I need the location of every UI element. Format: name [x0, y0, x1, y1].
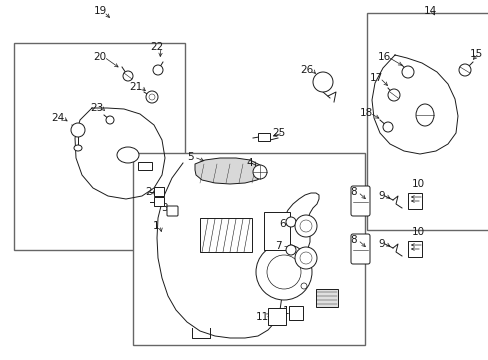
- Circle shape: [301, 283, 306, 289]
- Text: 20: 20: [93, 52, 106, 62]
- Text: 12: 12: [282, 306, 295, 316]
- Circle shape: [285, 217, 295, 227]
- Text: 9: 9: [378, 191, 385, 201]
- Circle shape: [294, 215, 316, 237]
- Circle shape: [299, 220, 311, 232]
- Circle shape: [387, 89, 399, 101]
- Circle shape: [106, 116, 114, 124]
- Circle shape: [382, 122, 392, 132]
- Text: 9: 9: [378, 239, 385, 249]
- Circle shape: [149, 94, 155, 100]
- Bar: [267, 308, 285, 325]
- FancyBboxPatch shape: [350, 234, 369, 264]
- Bar: [407, 193, 421, 209]
- Polygon shape: [195, 158, 264, 184]
- Text: 10: 10: [410, 179, 424, 189]
- Text: 23: 23: [90, 103, 103, 113]
- Text: 24: 24: [51, 113, 64, 123]
- Text: 14: 14: [423, 6, 436, 16]
- Text: 5: 5: [186, 152, 193, 162]
- Circle shape: [299, 252, 311, 264]
- Text: 6: 6: [279, 219, 286, 229]
- Text: 16: 16: [377, 52, 390, 62]
- Text: 26: 26: [300, 65, 313, 75]
- Ellipse shape: [117, 147, 139, 163]
- Circle shape: [285, 245, 295, 255]
- Text: 22: 22: [150, 42, 163, 52]
- Text: 15: 15: [468, 49, 482, 59]
- Text: 21: 21: [129, 82, 142, 92]
- Circle shape: [153, 65, 163, 75]
- Circle shape: [71, 123, 85, 137]
- FancyBboxPatch shape: [350, 186, 369, 216]
- Text: 25: 25: [272, 128, 285, 138]
- Circle shape: [401, 66, 413, 78]
- Text: 11: 11: [255, 312, 268, 322]
- Bar: [154, 187, 163, 196]
- Circle shape: [294, 247, 316, 269]
- Circle shape: [312, 72, 332, 92]
- Bar: [258, 133, 269, 141]
- Bar: [154, 197, 163, 206]
- Bar: [315, 289, 337, 307]
- Text: 1: 1: [152, 221, 159, 231]
- Bar: [14, 43, 184, 250]
- Text: 7: 7: [274, 241, 281, 251]
- Circle shape: [146, 91, 158, 103]
- Bar: [288, 306, 303, 320]
- Text: 8: 8: [350, 187, 357, 197]
- Bar: [138, 162, 152, 170]
- Text: 2: 2: [145, 187, 152, 197]
- Bar: [407, 241, 421, 257]
- FancyBboxPatch shape: [167, 206, 178, 216]
- Circle shape: [252, 165, 266, 179]
- Circle shape: [458, 64, 470, 76]
- Text: 8: 8: [350, 235, 357, 245]
- Bar: [366, 13, 488, 230]
- Ellipse shape: [74, 145, 82, 151]
- Text: 17: 17: [368, 73, 382, 83]
- Bar: [264, 212, 289, 250]
- Text: 19: 19: [93, 6, 106, 16]
- Text: 4: 4: [246, 158, 253, 168]
- Circle shape: [123, 71, 133, 81]
- Circle shape: [266, 255, 301, 289]
- Text: 3: 3: [161, 203, 167, 213]
- Circle shape: [256, 244, 311, 300]
- Ellipse shape: [415, 104, 433, 126]
- Text: 13: 13: [317, 295, 330, 305]
- Bar: [200, 218, 251, 252]
- Text: 18: 18: [359, 108, 372, 118]
- Text: 10: 10: [410, 227, 424, 237]
- Bar: [133, 153, 364, 345]
